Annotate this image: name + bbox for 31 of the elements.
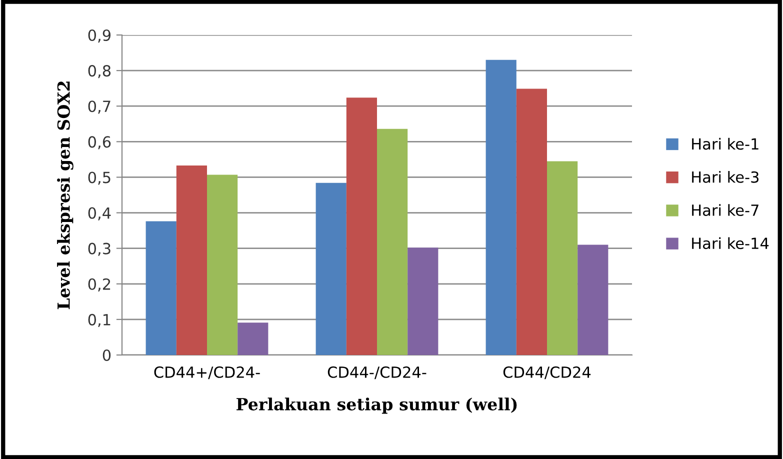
bar: [238, 322, 268, 355]
legend-label: Hari ke-7: [692, 204, 758, 216]
bar: [377, 128, 408, 355]
bar: [346, 98, 377, 355]
legend-label: Hari ke-1: [692, 138, 758, 150]
x-tick-label: CD44+/CD24-: [154, 366, 260, 380]
bar: [207, 174, 238, 355]
y-tick-label: 0,5: [88, 172, 110, 185]
bar: [176, 165, 207, 355]
y-tick-label: 0,9: [88, 29, 111, 43]
y-tick-label: 0,8: [88, 65, 111, 78]
x-tick-label: CD44/CD24: [503, 366, 591, 380]
y-tick-label: 0,7: [88, 100, 110, 114]
bar: [408, 248, 438, 355]
y-tick-label: 0,4: [88, 207, 111, 220]
x-axis-title: Perlakuan setiap sumur (well): [236, 398, 517, 414]
bar: [516, 88, 547, 355]
y-axis-title: Level ekspresi gen SOX2: [57, 82, 74, 310]
y-tick-label: 0,3: [88, 242, 110, 256]
y-tick-label: 0,2: [88, 278, 110, 292]
bar: [316, 182, 346, 355]
bar: [578, 244, 608, 355]
y-tick-label: 0,1: [88, 314, 110, 328]
bar: [486, 60, 516, 355]
x-tick-label: CD44-/CD24-: [328, 366, 426, 380]
bar: [547, 161, 578, 355]
legend-label: Hari ke-14: [692, 237, 769, 250]
y-tick-label: 0,6: [88, 136, 111, 150]
bar: [146, 221, 176, 355]
y-tick-label: 0: [102, 349, 111, 362]
legend-label: Hari ke-3: [692, 171, 759, 183]
